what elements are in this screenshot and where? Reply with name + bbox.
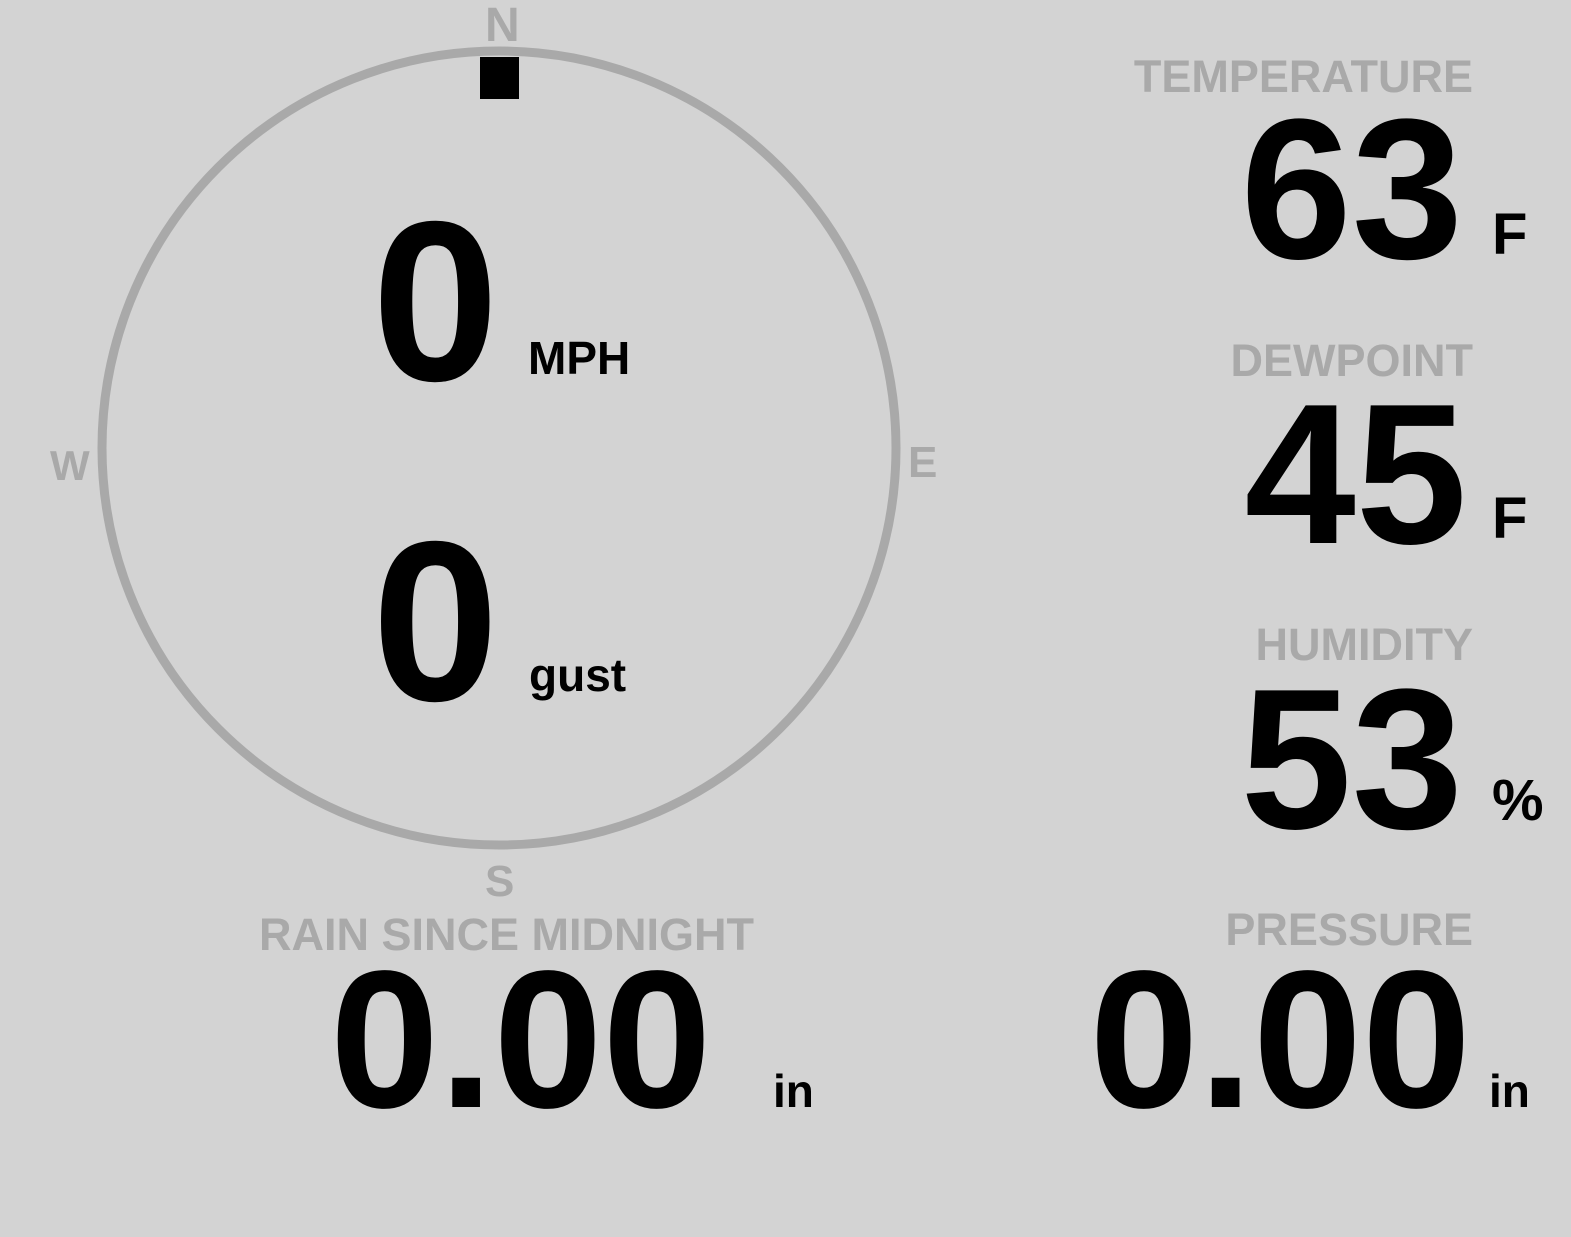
dewpoint-value: 45 <box>1244 363 1467 586</box>
humidity-value: 53 <box>1240 648 1463 871</box>
temperature-label: TEMPERATURE <box>1133 51 1473 102</box>
wind-speed-unit: MPH <box>528 332 631 384</box>
rain-unit: in <box>773 1065 814 1117</box>
wind-gust-unit: gust <box>529 649 627 701</box>
pressure-unit: in <box>1489 1065 1530 1117</box>
humidity-label: HUMIDITY <box>1255 619 1474 670</box>
dewpoint-label: DEWPOINT <box>1230 335 1474 386</box>
wind-direction-marker <box>480 57 519 99</box>
pressure-value: 0.00 <box>1089 930 1471 1149</box>
compass-south: S <box>485 857 515 906</box>
rain-label: RAIN SINCE MIDNIGHT <box>259 909 754 960</box>
wind-gust-value: 0 <box>372 495 499 749</box>
compass-west: W <box>50 442 90 489</box>
compass-ring <box>97 46 901 850</box>
dewpoint-unit: F <box>1492 486 1528 551</box>
humidity-unit: % <box>1492 768 1544 833</box>
rain-value: 0.00 <box>330 930 712 1149</box>
wind-speed-value: 0 <box>372 175 499 429</box>
compass-north: N <box>485 0 520 52</box>
temperature-unit: F <box>1492 202 1528 267</box>
pressure-label: PRESSURE <box>1225 904 1473 955</box>
temperature-value: 63 <box>1240 78 1463 301</box>
compass-east: E <box>908 438 938 487</box>
